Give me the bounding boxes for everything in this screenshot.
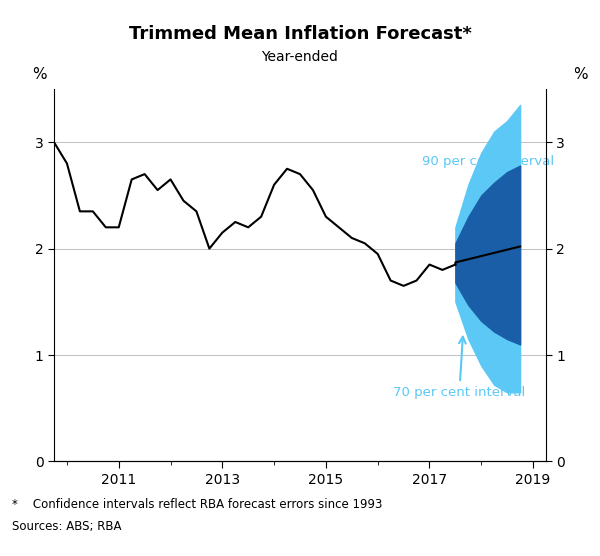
Text: 90 per cent interval: 90 per cent interval xyxy=(422,155,554,168)
Text: Year-ended: Year-ended xyxy=(262,50,338,64)
Text: *    Confidence intervals reflect RBA forecast errors since 1993: * Confidence intervals reflect RBA forec… xyxy=(12,498,382,510)
Text: Sources: ABS; RBA: Sources: ABS; RBA xyxy=(12,520,121,533)
Text: 70 per cent interval: 70 per cent interval xyxy=(393,337,526,399)
Text: Trimmed Mean Inflation Forecast*: Trimmed Mean Inflation Forecast* xyxy=(128,25,472,43)
Text: %: % xyxy=(573,67,587,82)
Text: %: % xyxy=(32,67,46,82)
